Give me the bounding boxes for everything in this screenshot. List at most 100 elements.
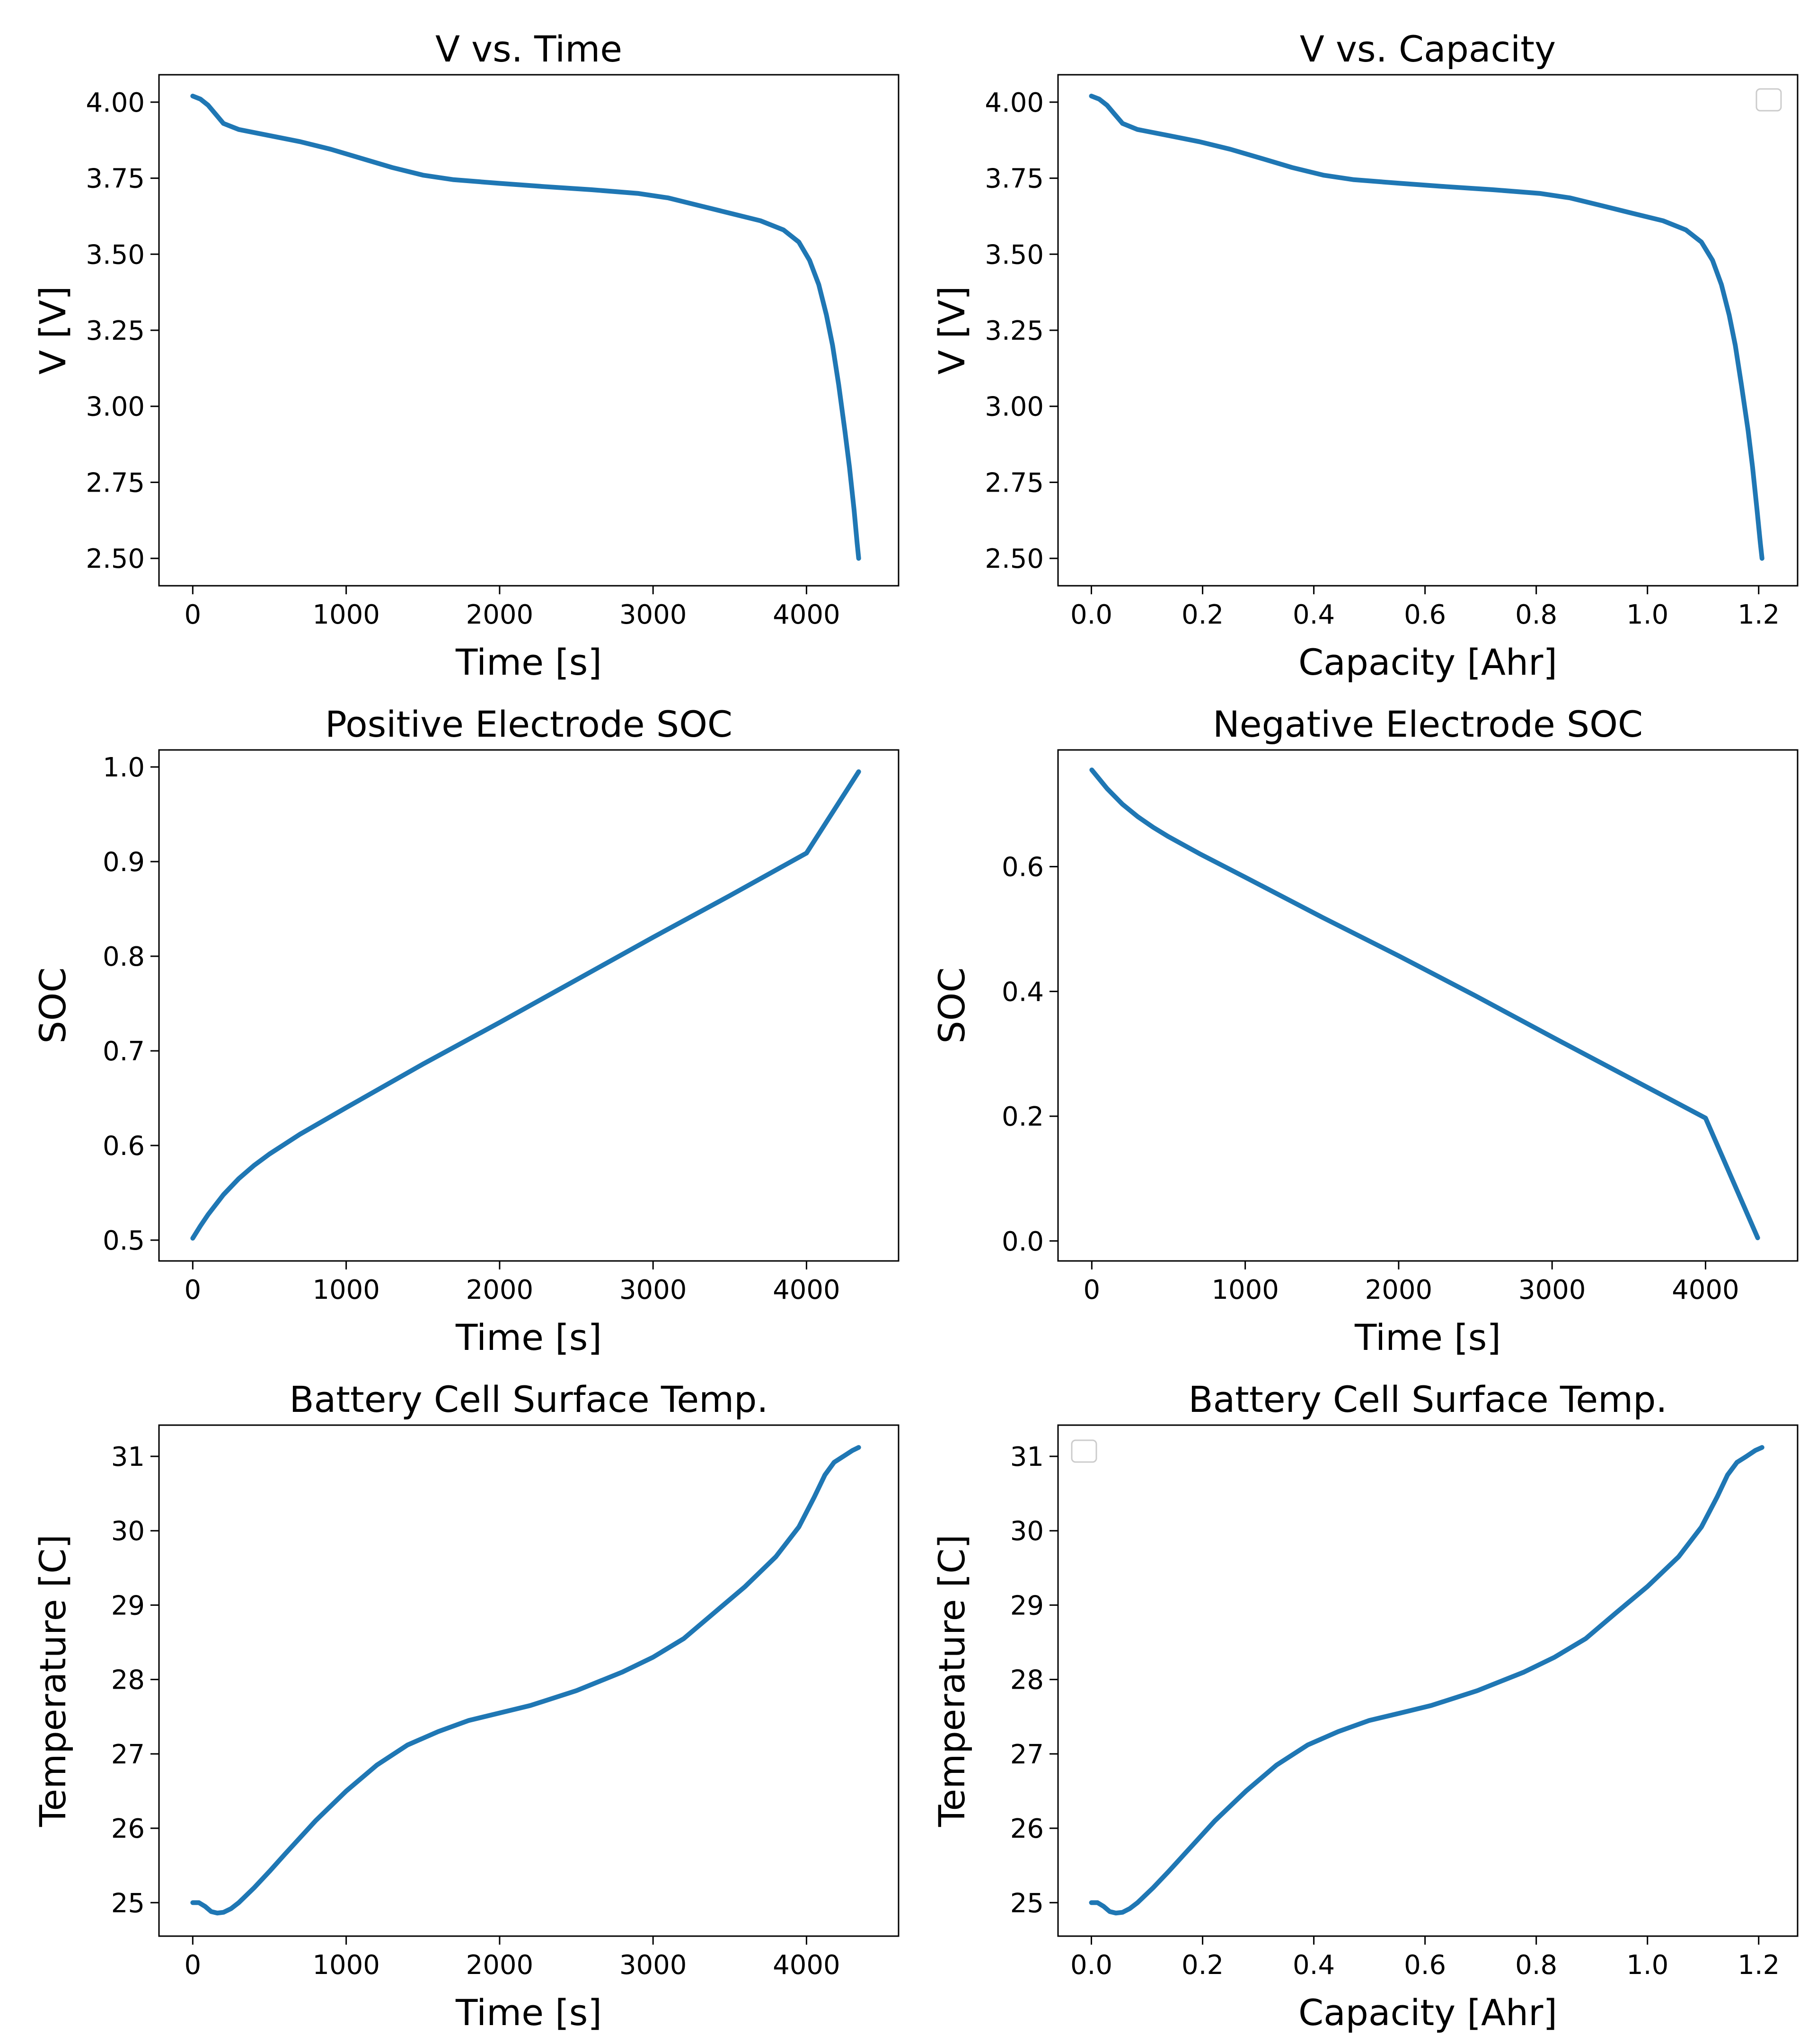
x-tick-label: 2000 <box>466 599 534 630</box>
y-tick-label: 0.7 <box>103 1036 145 1067</box>
y-tick-label: 28 <box>1010 1665 1044 1696</box>
y-tick-label: 2.50 <box>86 544 145 574</box>
x-tick-label: 1.2 <box>1738 1950 1780 1981</box>
axes-frame <box>158 1424 900 1937</box>
y-tick-label: 30 <box>1010 1516 1044 1547</box>
y-tick-label: 3.50 <box>985 239 1044 270</box>
x-tick-label: 0.6 <box>1404 599 1446 630</box>
y-tick-label: 26 <box>111 1814 145 1844</box>
y-tick-label: 2.50 <box>985 544 1044 574</box>
y-tick-label: 3.00 <box>985 392 1044 423</box>
y-tick-label: 27 <box>111 1739 145 1770</box>
y-tick-label: 2.75 <box>86 467 145 498</box>
y-tick-label: 3.75 <box>985 164 1044 194</box>
y-axis-label: SOC <box>32 967 74 1043</box>
x-tick-label: 0 <box>185 1275 202 1305</box>
x-tick-label: 1.0 <box>1626 1950 1668 1981</box>
chart-title: Battery Cell Surface Temp. <box>1188 1378 1667 1420</box>
y-axis-label: Temperature [C] <box>32 1534 74 1827</box>
chart-title: V vs. Capacity <box>1300 28 1556 70</box>
x-tick-label: 0 <box>185 599 202 630</box>
x-tick-label: 0.8 <box>1515 599 1557 630</box>
y-tick-label: 0.0 <box>1002 1226 1044 1257</box>
y-tick-label: 25 <box>111 1888 145 1919</box>
y-axis-label: V [V] <box>931 286 973 374</box>
y-tick-label: 3.75 <box>86 164 145 194</box>
x-tick-label: 4000 <box>773 1275 840 1305</box>
axes-frame <box>158 74 900 587</box>
x-tick-label: 3000 <box>1518 1275 1586 1305</box>
x-tick-label: 3000 <box>619 1950 687 1981</box>
x-tick-label: 0.4 <box>1293 599 1335 630</box>
x-tick-label: 2000 <box>1365 1275 1433 1305</box>
chart-panel-positive-electrode-soc: Positive Electrode SOC 0 1000 2000 3000 4000 0… <box>32 703 900 1358</box>
y-axis-label: Temperature [C] <box>931 1534 973 1827</box>
axes-frame <box>1057 1424 1799 1937</box>
series-line <box>190 94 861 561</box>
y-tick-label: 1.0 <box>103 752 145 783</box>
chart-panel-surface-temp-vs-capacity: Battery Cell Surface Temp. 0.0 0.2 0.4 0.6 0.… <box>931 1378 1799 2034</box>
x-tick-label: 1000 <box>312 1275 380 1305</box>
chart-panel-v-vs-capacity: V vs. Capacity 0.0 0.2 0.4 0.6 0.8 1.0 1.2 2.50 2… <box>931 28 1799 683</box>
chart-title: V vs. Time <box>435 28 622 70</box>
legend-box <box>1071 1439 1097 1463</box>
chart-title: Negative Electrode SOC <box>1213 703 1643 745</box>
axes-frame <box>1057 749 1799 1262</box>
y-tick-label: 3.00 <box>86 392 145 423</box>
x-tick-label: 0 <box>185 1950 202 1981</box>
x-tick-label: 1.0 <box>1626 599 1668 630</box>
y-tick-label: 0.6 <box>103 1131 145 1162</box>
series-line <box>1089 1445 1764 1916</box>
y-tick-label: 0.2 <box>1002 1101 1044 1132</box>
x-tick-label: 1.2 <box>1738 599 1780 630</box>
x-tick-label: 3000 <box>619 599 687 630</box>
x-tick-label: 4000 <box>1672 1275 1739 1305</box>
y-tick-label: 3.50 <box>86 239 145 270</box>
x-tick-label: 4000 <box>773 1950 840 1981</box>
x-tick-label: 0.2 <box>1182 1950 1224 1981</box>
series-line <box>190 1445 861 1916</box>
x-tick-label: 3000 <box>619 1275 687 1305</box>
x-tick-label: 1000 <box>312 599 380 630</box>
x-tick-label: 2000 <box>466 1275 534 1305</box>
x-tick-label: 0.8 <box>1515 1950 1557 1981</box>
y-tick-label: 2.75 <box>985 467 1044 498</box>
x-tick-label: 1000 <box>312 1950 380 1981</box>
chart-panel-surface-temp-vs-time: Battery Cell Surface Temp. 0 1000 2000 3000 4… <box>32 1378 900 2034</box>
y-tick-label: 27 <box>1010 1739 1044 1770</box>
series-line <box>1089 767 1760 1241</box>
series-line <box>190 769 861 1241</box>
y-tick-label: 0.8 <box>103 942 145 972</box>
y-tick-label: 0.6 <box>1002 852 1044 883</box>
chart-panel-v-vs-time: V vs. Time 0 1000 2000 3000 4000 2.50 2.75 3.00 3… <box>32 28 900 683</box>
axes-frame <box>1057 74 1799 587</box>
y-tick-label: 28 <box>111 1665 145 1696</box>
axes-frame <box>158 749 900 1262</box>
y-tick-label: 4.00 <box>86 88 145 118</box>
x-axis-label: Capacity [Ahr] <box>1298 641 1557 683</box>
legend-box <box>1755 88 1782 112</box>
x-axis-label: Time [s] <box>455 641 602 683</box>
x-tick-label: 0.0 <box>1070 1950 1112 1981</box>
x-axis-label: Time [s] <box>455 1991 602 2034</box>
chart-panel-negative-electrode-soc: Negative Electrode SOC 0 1000 2000 3000 4000 0… <box>931 703 1799 1358</box>
x-tick-label: 0.0 <box>1070 599 1112 630</box>
y-tick-label: 25 <box>1010 1888 1044 1919</box>
x-tick-label: 2000 <box>466 1950 534 1981</box>
y-tick-label: 26 <box>1010 1814 1044 1844</box>
x-axis-label: Time [s] <box>1354 1316 1501 1358</box>
series-line <box>1089 94 1764 561</box>
x-tick-label: 0.2 <box>1182 599 1224 630</box>
y-tick-label: 0.4 <box>1002 977 1044 1007</box>
x-tick-label: 0.4 <box>1293 1950 1335 1981</box>
y-tick-label: 4.00 <box>985 88 1044 118</box>
y-tick-label: 31 <box>1010 1442 1044 1472</box>
x-tick-label: 1000 <box>1211 1275 1279 1305</box>
chart-title: Positive Electrode SOC <box>325 703 732 745</box>
x-tick-label: 0 <box>1084 1275 1101 1305</box>
y-tick-label: 29 <box>1010 1590 1044 1621</box>
x-tick-label: 4000 <box>773 599 840 630</box>
y-axis-label: V [V] <box>32 286 74 374</box>
y-tick-label: 0.5 <box>103 1225 145 1256</box>
